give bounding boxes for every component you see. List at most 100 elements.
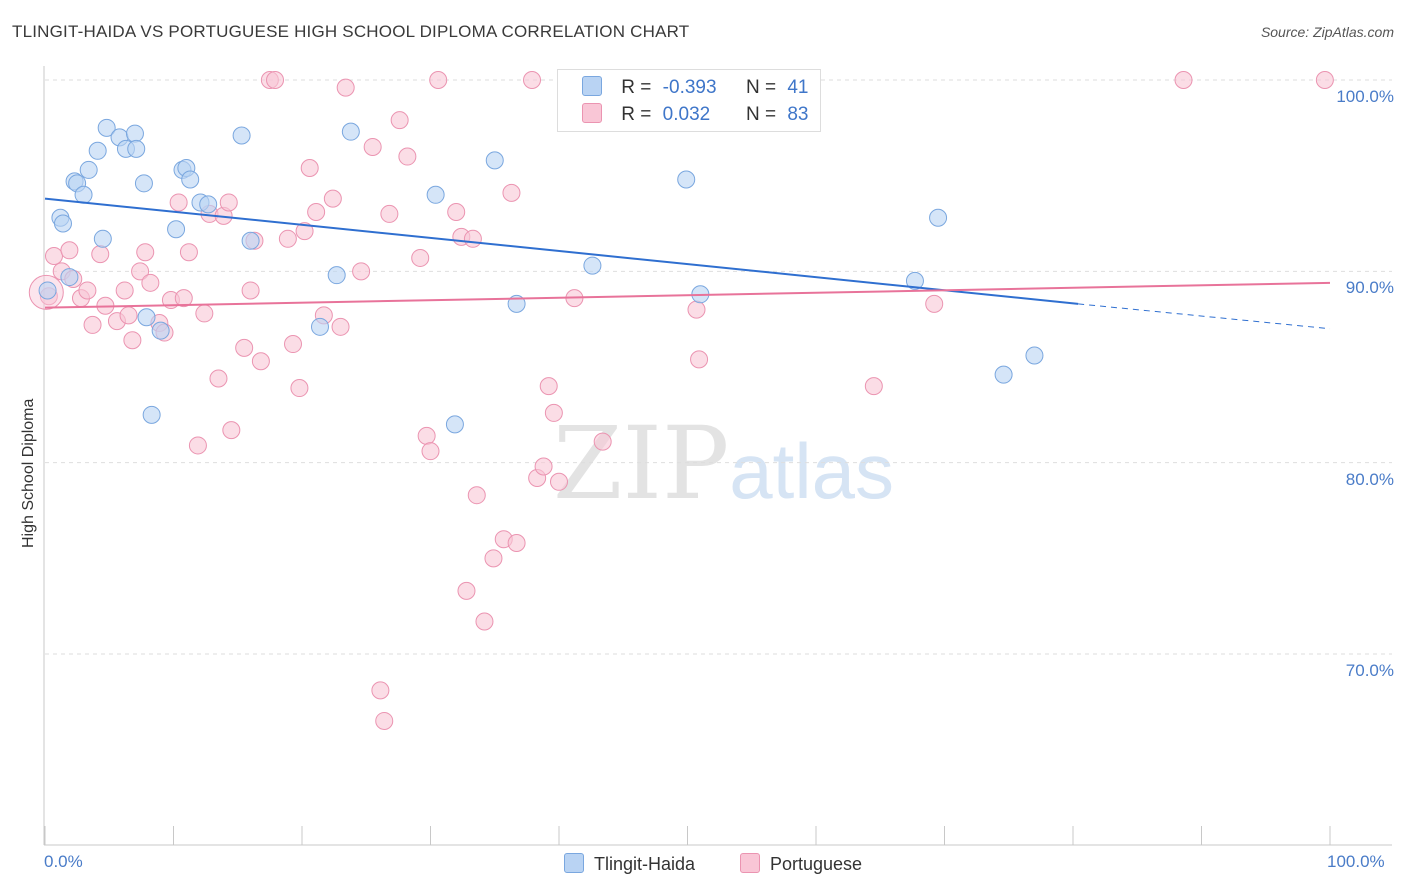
portuguese-point [307, 203, 326, 222]
portuguese-point [371, 681, 390, 700]
portuguese-point [222, 421, 241, 440]
portuguese-points [28, 71, 1334, 730]
portuguese-point [411, 248, 430, 267]
tlingit-haida-point [445, 415, 464, 434]
stats-legend: R = -0.393 N = 41 R = 0.032 N = 83 [557, 69, 821, 132]
r-value: 0.032 [662, 104, 711, 125]
tlingit-haida-trend-extension [1078, 303, 1331, 330]
portuguese-point [544, 403, 563, 422]
tlingit-haida-point [127, 139, 146, 158]
chart-title: TLINGIT-HAIDA VS PORTUGUESE HIGH SCHOOL … [12, 22, 690, 41]
tlingit-haida-point [60, 268, 79, 287]
watermark: ZIPatlas [553, 405, 894, 522]
blue-swatch-icon [582, 76, 602, 96]
tlingit-haida-point [341, 122, 360, 141]
y-axis-label: High School Diploma [20, 398, 37, 548]
pink-swatch-icon [740, 853, 760, 873]
trend-lines [44, 197, 1331, 330]
portuguese-point [1315, 71, 1334, 89]
portuguese-point [502, 183, 521, 202]
portuguese-point [687, 300, 706, 319]
portuguese-point [363, 137, 382, 156]
tlingit-haida-point [583, 256, 602, 275]
portuguese-point [251, 352, 270, 371]
tlingit-haida-point [181, 170, 200, 189]
legend-row-tlingit-haida: R = -0.393 N = 41 [582, 76, 808, 99]
tlingit-haida-point [134, 174, 153, 193]
pink-swatch-icon [582, 103, 602, 123]
portuguese-point [484, 549, 503, 568]
bottom-legend-portuguese: Portuguese [740, 853, 862, 875]
tlingit-haida-point [677, 170, 696, 189]
portuguese-point [523, 71, 542, 89]
tlingit-haida-point [426, 185, 445, 204]
tlingit-haida-point [327, 266, 346, 285]
legend-row-portuguese: R = 0.032 N = 83 [582, 103, 808, 126]
portuguese-point [78, 281, 97, 300]
portuguese-point [550, 472, 568, 491]
tlingit-haida-point [232, 126, 251, 145]
y-tick-label: 90.0% [1345, 278, 1394, 298]
y-tick-label: 70.0% [1345, 661, 1394, 680]
portuguese-point [475, 612, 494, 631]
tlingit-haida-point [142, 405, 161, 424]
tlingit-haida-point [151, 321, 170, 340]
portuguese-point [507, 534, 526, 553]
portuguese-point [266, 71, 285, 89]
tlingit-haida-point [93, 229, 112, 248]
portuguese-point [352, 262, 371, 281]
n-label: N = [745, 77, 777, 98]
tlingit-haida-point [79, 160, 98, 179]
portuguese-point [131, 262, 150, 281]
gridlines [45, 79, 1392, 655]
y-tick-label: 100.0% [1336, 87, 1394, 106]
portuguese-point [174, 289, 193, 308]
portuguese-point [1174, 71, 1193, 89]
portuguese-point [83, 315, 102, 334]
portuguese-point [278, 229, 297, 248]
portuguese-point [690, 350, 709, 369]
portuguese-point [141, 273, 160, 292]
r-value: -0.393 [662, 77, 717, 98]
bottom-legend-tlingit-haida: Tlingit-Haida [564, 853, 695, 875]
x-tick-label-min: 0.0% [44, 852, 83, 871]
portuguese-point [534, 457, 553, 476]
watermark-atlas: atlas [729, 427, 895, 515]
tlingit-haida-point [485, 151, 504, 170]
portuguese-point [421, 442, 440, 461]
portuguese-point [123, 331, 142, 350]
portuguese-point [60, 241, 79, 260]
portuguese-point [209, 369, 228, 388]
tlingit-haida-point [97, 118, 116, 137]
x-tick-label-max: 100.0% [1327, 852, 1385, 871]
portuguese-point [925, 294, 944, 313]
portuguese-point [539, 377, 558, 396]
portuguese-point [136, 243, 155, 262]
portuguese-point [429, 71, 448, 89]
tlingit-haida-point [241, 231, 260, 250]
portuguese-point [380, 204, 399, 223]
tlingit-haida-point [1025, 346, 1044, 365]
portuguese-point [119, 306, 138, 325]
portuguese-point [417, 426, 436, 445]
axes [43, 66, 1392, 846]
portuguese-point [188, 436, 207, 455]
tlingit-haida-point [905, 271, 924, 290]
tlingit-haida-point [88, 141, 107, 160]
n-value: 41 [787, 77, 809, 98]
legend-label: Portuguese [770, 854, 863, 874]
r-label: R = [621, 104, 652, 125]
tlingit-haida-point [310, 317, 329, 336]
portuguese-point [390, 111, 409, 130]
portuguese-point [284, 335, 303, 354]
legend-label: Tlingit-Haida [594, 854, 696, 874]
portuguese-point [235, 338, 254, 357]
portuguese-point [44, 247, 63, 266]
portuguese-point [219, 193, 238, 212]
portuguese-point [91, 245, 110, 264]
tlingit-haida-trend-line [44, 197, 1079, 305]
tlingit-haida-point [929, 208, 948, 227]
portuguese-point [290, 379, 309, 398]
tlingit-haida-point [53, 214, 72, 233]
